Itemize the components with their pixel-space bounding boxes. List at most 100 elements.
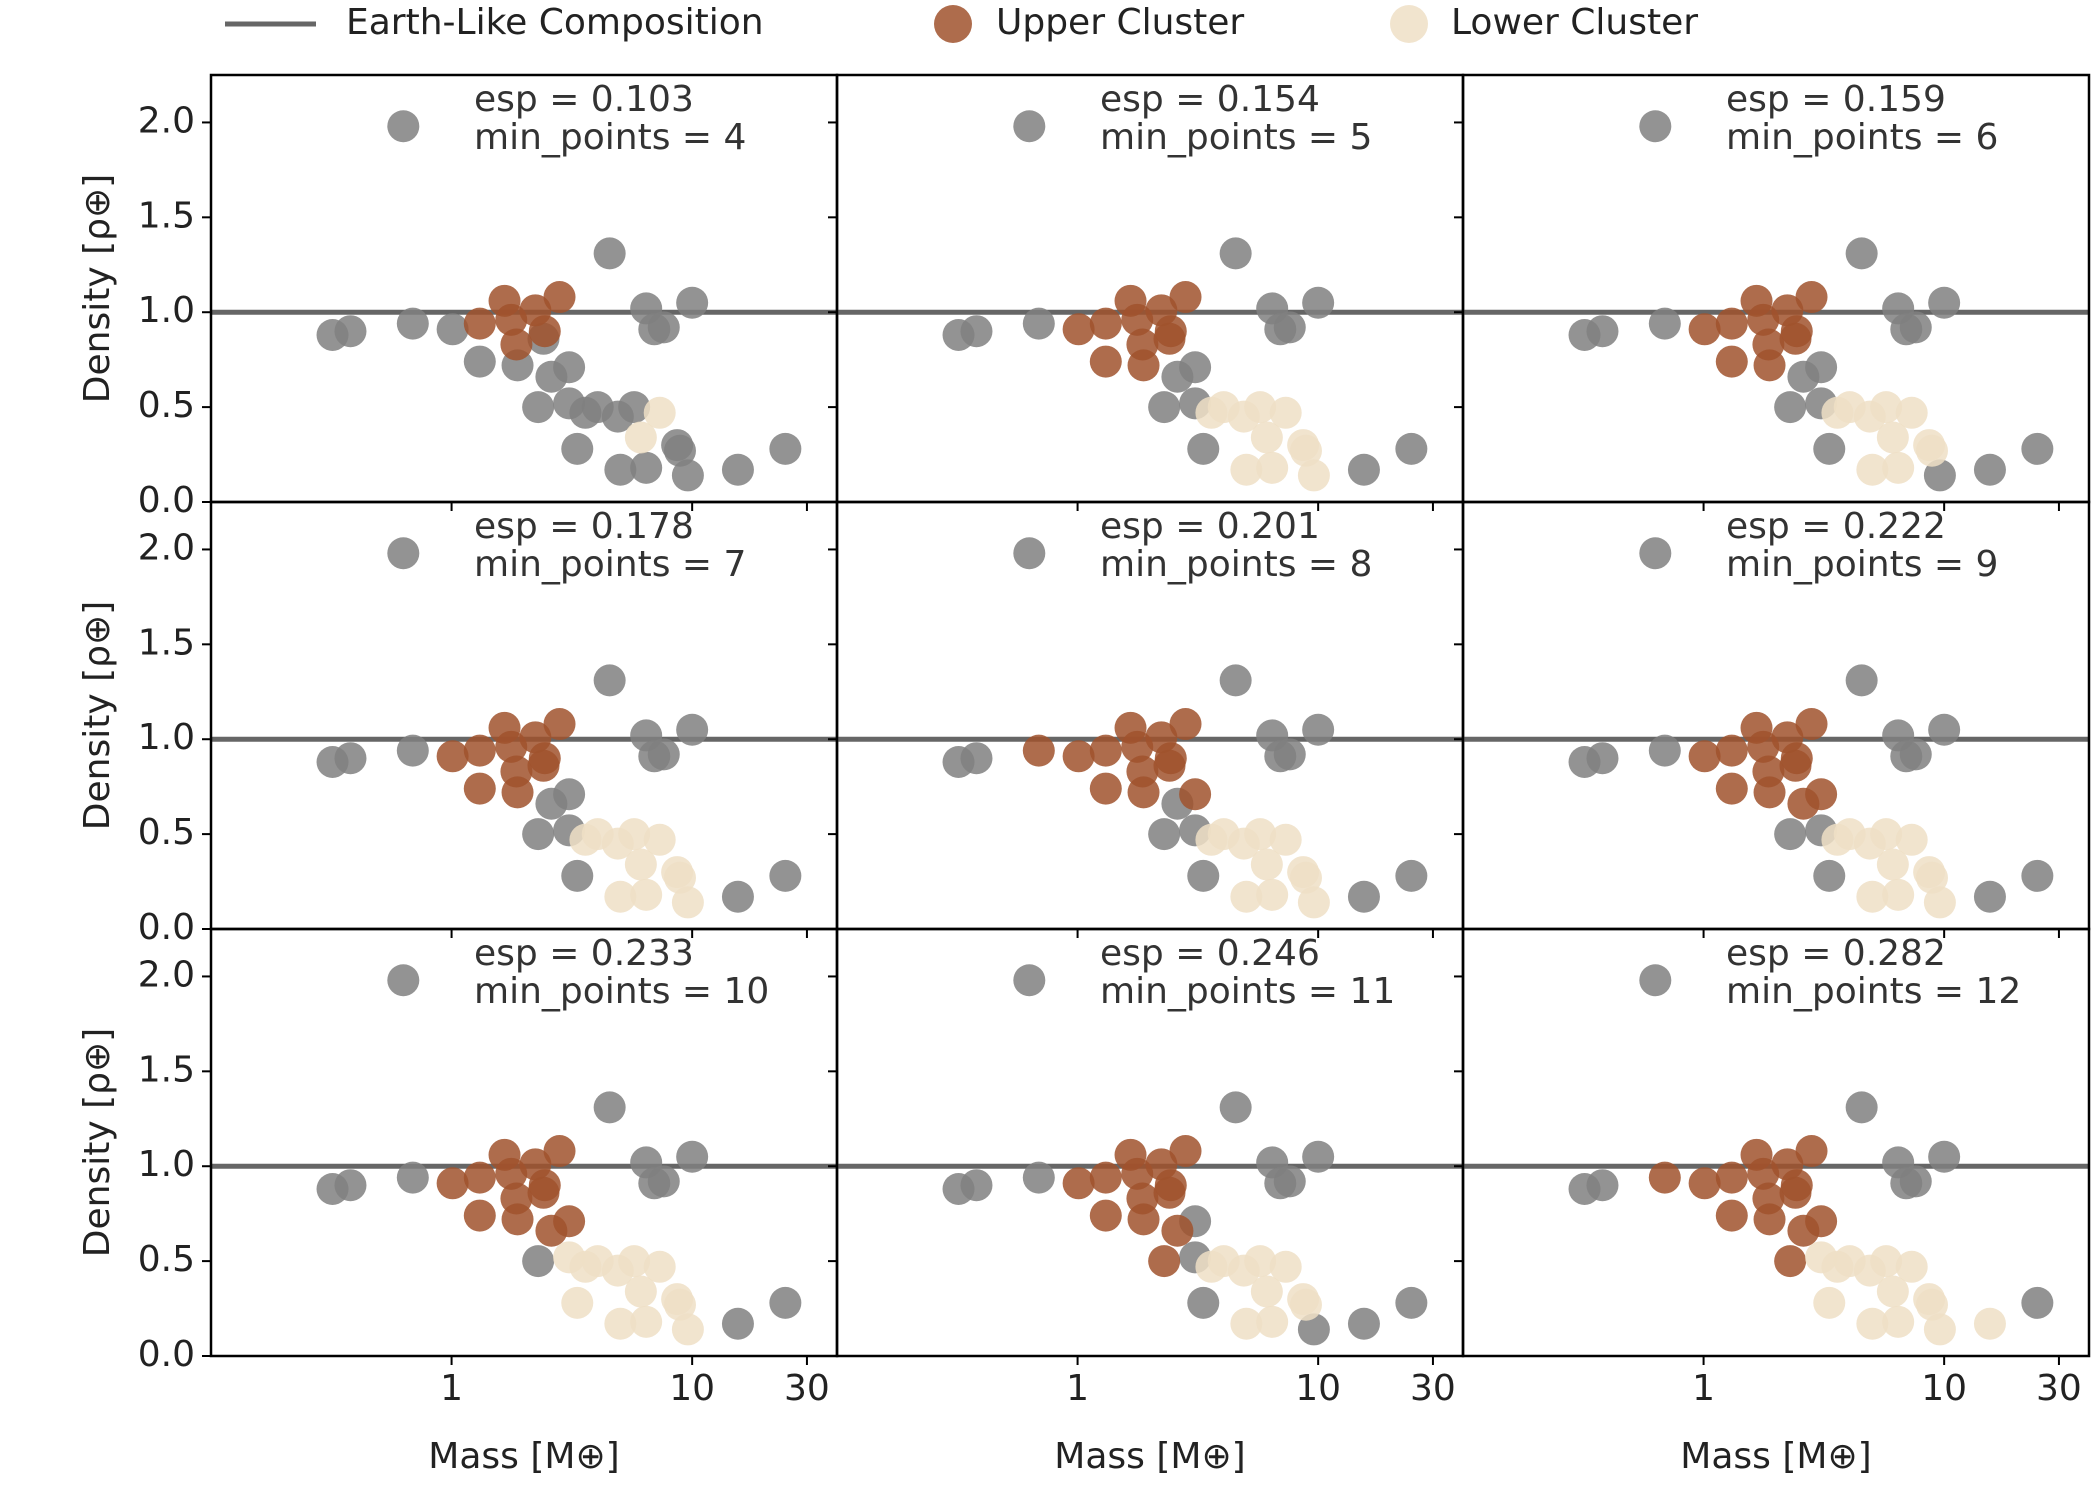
point: [387, 110, 420, 143]
annotation: min_points = 9: [1726, 544, 1998, 585]
point: [1121, 1157, 1154, 1190]
point: [463, 345, 496, 378]
point: [569, 396, 602, 429]
legend-label: Earth-Like Composition: [346, 2, 764, 43]
point: [1127, 349, 1160, 382]
point: [1973, 453, 2006, 486]
point: [1774, 391, 1807, 424]
point: [647, 738, 680, 771]
point: [1845, 237, 1878, 270]
point: [676, 713, 709, 746]
x-tick-label: 1: [440, 1368, 463, 1409]
point: [501, 1203, 534, 1236]
annotation: esp = 0.201: [1100, 506, 1320, 547]
point: [1795, 1135, 1828, 1168]
point: [463, 307, 496, 340]
point: [1870, 391, 1903, 424]
y-tick-label: 2.0: [138, 527, 195, 568]
point: [618, 818, 651, 851]
y-tick-label: 0.5: [138, 812, 195, 853]
annotation: min_points = 12: [1726, 971, 2021, 1012]
x-tick-label: 10: [1921, 1368, 1967, 1409]
annotation: esp = 0.222: [1726, 506, 1946, 547]
point: [769, 1286, 802, 1319]
point: [1870, 1245, 1903, 1278]
point: [1923, 1313, 1956, 1346]
point: [604, 880, 637, 913]
point: [1187, 1286, 1220, 1319]
y-tick-label: 1.5: [138, 195, 195, 236]
point: [1179, 351, 1212, 384]
point: [1928, 1140, 1961, 1173]
point: [1089, 734, 1122, 767]
point: [1148, 1245, 1181, 1278]
point: [1821, 823, 1854, 856]
point: [1121, 730, 1154, 763]
point: [1715, 1161, 1748, 1194]
point: [1269, 1250, 1302, 1283]
point: [1013, 110, 1046, 143]
point: [1256, 451, 1289, 484]
annotation: min_points = 11: [1100, 971, 1395, 1012]
point: [1273, 1165, 1306, 1198]
y-axis-label: Density [ρ⊕]: [77, 1028, 118, 1257]
point: [1973, 1307, 2006, 1340]
y-tick-label: 1.0: [138, 717, 195, 758]
point: [1639, 537, 1672, 570]
point: [1876, 848, 1909, 881]
point: [1269, 823, 1302, 856]
x-axis-label: Mass [M⊕]: [1680, 1436, 1871, 1477]
point: [522, 1245, 555, 1278]
point: [1715, 345, 1748, 378]
point: [1230, 1307, 1263, 1340]
point: [593, 664, 626, 697]
legend-label: Upper Cluster: [996, 2, 1244, 43]
point: [1244, 391, 1277, 424]
point: [1895, 823, 1928, 856]
point: [334, 315, 367, 348]
point: [624, 848, 657, 881]
point: [643, 1250, 676, 1283]
point: [543, 708, 576, 741]
legend-label: Lower Cluster: [1451, 2, 1698, 43]
point: [1022, 1161, 1055, 1194]
point: [1195, 396, 1228, 429]
point: [1127, 776, 1160, 809]
point: [1297, 459, 1330, 492]
point: [1747, 303, 1780, 336]
point: [1586, 1169, 1619, 1202]
point: [1302, 713, 1335, 746]
y-tick-label: 2.0: [138, 954, 195, 995]
point: [960, 315, 993, 348]
point: [522, 818, 555, 851]
annotation: min_points = 4: [474, 117, 746, 158]
point: [1161, 1214, 1194, 1247]
y-tick-label: 0.0: [138, 1334, 195, 1375]
point: [1845, 1091, 1878, 1124]
point: [1923, 886, 1956, 919]
point: [495, 1157, 528, 1190]
point: [671, 1313, 704, 1346]
point: [721, 1307, 754, 1340]
point: [1089, 1161, 1122, 1194]
point: [543, 1135, 576, 1168]
point: [1347, 880, 1380, 913]
point: [1289, 434, 1322, 467]
point: [721, 453, 754, 486]
point: [1899, 311, 1932, 344]
panel-frame: [1461, 927, 2091, 1358]
point: [1876, 421, 1909, 454]
x-tick-label: 1: [1692, 1368, 1715, 1409]
point: [1774, 1245, 1807, 1278]
y-tick-label: 1.5: [138, 1049, 195, 1090]
y-axis-label: Density [ρ⊕]: [77, 174, 118, 403]
point: [396, 1161, 429, 1194]
point: [593, 1091, 626, 1124]
point: [1302, 1140, 1335, 1173]
point: [1244, 818, 1277, 851]
point: [663, 434, 696, 467]
point: [1973, 880, 2006, 913]
point: [1882, 451, 1915, 484]
